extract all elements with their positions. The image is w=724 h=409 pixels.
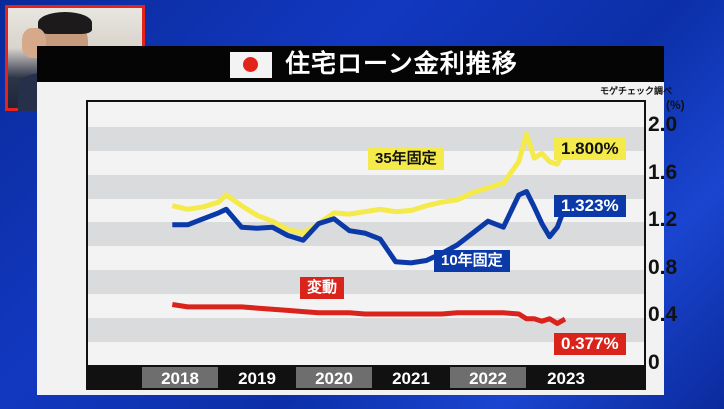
y-axis-unit: (%): [666, 98, 685, 112]
presenter-hair: [38, 12, 92, 34]
series-label-10yr: 10年固定: [434, 250, 510, 272]
x-tick-2021: 2021: [392, 369, 430, 388]
series-label-35yr: 35年固定: [368, 148, 444, 170]
chart-title: 住宅ローン金利推移: [285, 50, 518, 78]
y-tick: 2.0: [648, 113, 678, 136]
y-tick: 0.4: [648, 303, 678, 326]
y-tick: 0: [648, 351, 660, 374]
title-bar: [37, 46, 664, 82]
japan-flag-icon: [230, 52, 272, 78]
end-value-10yr: 1.323%: [554, 195, 626, 217]
line-chart: 2018 2019 2020 2021 2022 2023 35年固定 10年固…: [86, 100, 646, 390]
grid-band: [88, 127, 644, 151]
grid-band: [88, 175, 644, 199]
line-variable: [171, 302, 567, 326]
plot-area: [171, 131, 568, 326]
end-value-variable: 0.377%: [554, 333, 626, 355]
x-tick-2018: 2018: [142, 367, 218, 388]
x-tick-2020: 2020: [296, 367, 372, 388]
x-tick-2023: 2023: [547, 369, 585, 388]
line-10yr-fixed: [172, 189, 568, 266]
source-note: モゲチェック調べ: [600, 86, 673, 96]
grid-band: [88, 270, 644, 294]
y-tick: 0.8: [648, 256, 678, 279]
line-35yr-fixed: [171, 131, 568, 236]
x-tick-2019: 2019: [238, 369, 276, 388]
y-tick: 1.2: [648, 208, 678, 231]
y-tick: 1.6: [648, 161, 678, 184]
series-label-variable: 変動: [300, 277, 345, 299]
x-tick-2022: 2022: [450, 367, 526, 388]
end-value-35yr: 1.800%: [554, 138, 626, 160]
